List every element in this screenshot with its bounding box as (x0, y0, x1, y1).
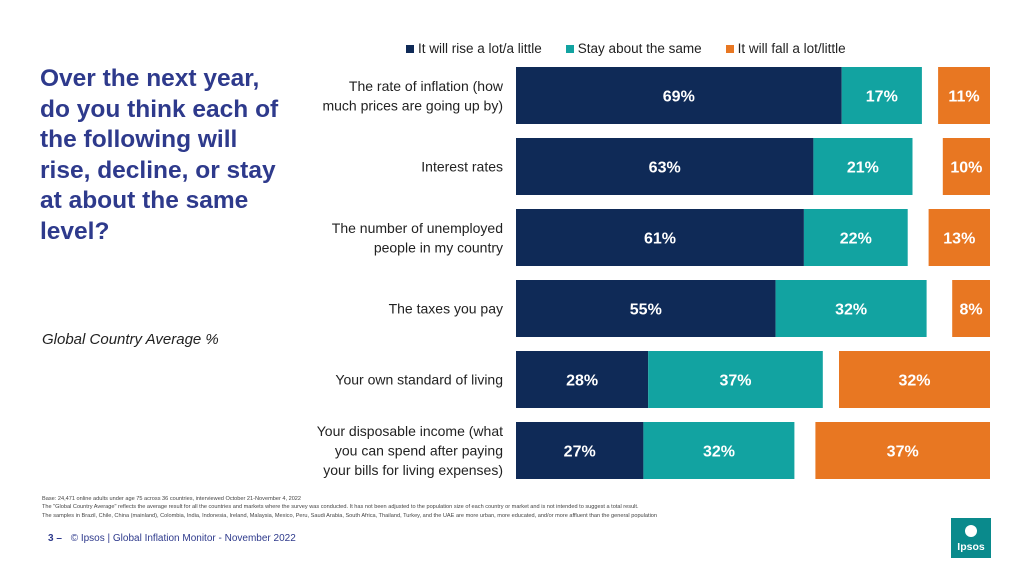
value-label-rise-1: 63% (649, 160, 681, 177)
stacked-bar-chart: 69% 17% 11% The rate of inflation (how much … (317, 67, 990, 479)
category-label-4: Your own standard of living (335, 372, 503, 388)
page-number: 3 – (48, 533, 62, 544)
value-label-fall-4: 32% (898, 373, 930, 390)
value-label-rise-4: 28% (566, 373, 598, 390)
value-label-same-3: 32% (835, 302, 867, 319)
value-label-rise-2: 61% (644, 231, 676, 248)
value-label-fall-1: 10% (950, 160, 982, 177)
value-label-fall-5: 37% (887, 444, 919, 461)
legend-label-rise: It will rise a lot/a little (418, 41, 542, 56)
footnotes: Base: 24,471 online adults under age 75 … (42, 495, 657, 520)
chart-legend: It will rise a lot/a little Stay about t… (406, 41, 870, 56)
bar-same-1 (813, 138, 913, 195)
legend-swatch-rise (406, 44, 414, 53)
category-label-2: The number of unemployed people in my cou… (332, 220, 503, 256)
bar-same-3 (775, 280, 927, 337)
logo-mark-icon (965, 525, 977, 537)
bar-rise-1 (516, 138, 814, 195)
value-label-rise-3: 55% (630, 302, 662, 319)
value-label-same-0: 17% (866, 89, 898, 106)
subtitle: Global Country Average % (42, 331, 219, 348)
legend-item-fall: It will fall a lot/little (725, 41, 846, 56)
bar-same-4 (648, 351, 823, 408)
bar-fall-2 (928, 209, 990, 266)
footnote-samples: The samples in Brazil, Chile, China (mai… (42, 512, 658, 519)
value-label-same-5: 32% (703, 444, 735, 461)
bar-same-2 (803, 209, 908, 266)
legend-swatch-same (565, 44, 574, 53)
bar-fall-4 (839, 351, 990, 408)
category-label-3: The taxes you pay (389, 301, 503, 317)
value-label-rise-0: 69% (663, 89, 695, 106)
value-label-rise-5: 27% (564, 444, 596, 461)
bar-rise-5 (516, 422, 644, 479)
category-label-5: Your disposable income (what you can spen… (317, 423, 503, 478)
legend-label-same: Stay about the same (577, 41, 702, 56)
legend-swatch-fall (725, 44, 734, 53)
bar-rise-0 (516, 67, 842, 124)
value-label-fall-3: 8% (960, 302, 983, 319)
value-label-same-1: 21% (847, 160, 879, 177)
footnote-average: The "Global Country Average" reflects th… (42, 504, 639, 511)
legend-item-same: Stay about the same (565, 41, 702, 56)
bar-same-5 (643, 422, 795, 479)
value-label-fall-0: 11% (948, 89, 979, 106)
legend-label-fall: It will fall a lot/little (737, 41, 846, 56)
ipsos-logo: Ipsos (951, 518, 991, 558)
bar-fall-5 (815, 422, 990, 479)
footer: 3 – © Ipsos | Global Inflation Monitor -… (48, 533, 296, 544)
legend-item-rise: It will rise a lot/a little (406, 41, 542, 56)
category-label-0: The rate of inflation (how much prices ar… (322, 78, 503, 114)
bar-rise-3 (516, 280, 776, 337)
bar-fall-1 (942, 138, 990, 195)
bar-rise-4 (516, 351, 649, 408)
bar-same-0 (841, 67, 922, 124)
footnote-base: Base: 24,471 online adults under age 75 … (42, 496, 302, 502)
category-label-1: Interest rates (421, 159, 503, 175)
value-label-fall-2: 13% (943, 231, 975, 248)
logo-text: Ipsos (957, 541, 985, 553)
question-title: Over the next year, do you think each of… (40, 65, 279, 245)
bar-fall-3 (952, 280, 990, 337)
footer-text: © Ipsos | Global Inflation Monitor - Nov… (70, 533, 296, 544)
value-label-same-4: 37% (719, 373, 751, 390)
bar-rise-2 (516, 209, 804, 266)
value-label-same-2: 22% (840, 231, 872, 248)
bar-fall-0 (938, 67, 990, 124)
